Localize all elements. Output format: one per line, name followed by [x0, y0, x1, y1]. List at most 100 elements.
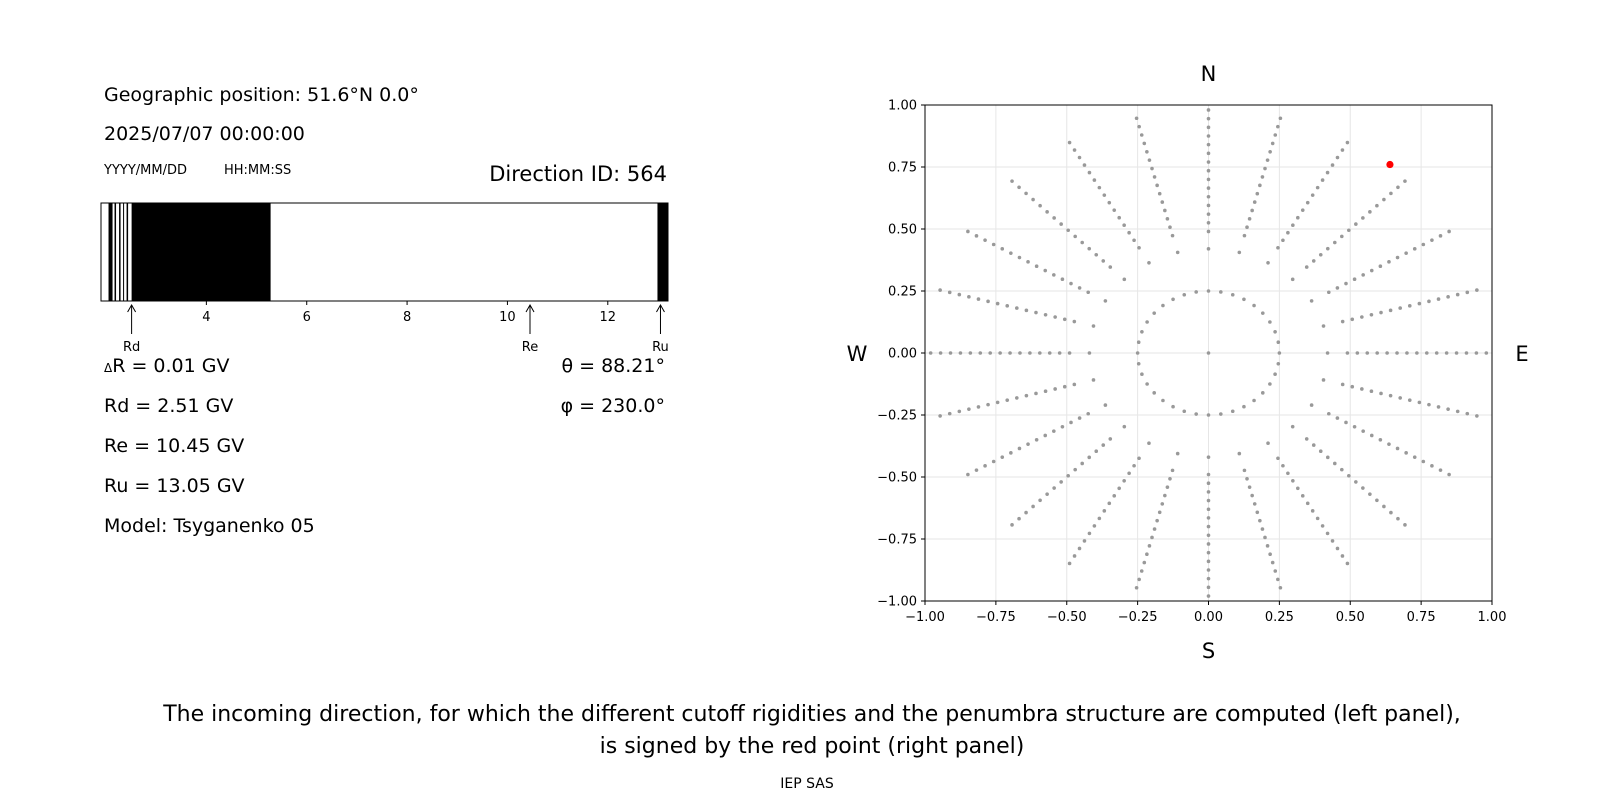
grid-point — [1053, 387, 1057, 391]
grid-point — [1325, 531, 1330, 536]
grid-point — [978, 351, 983, 355]
grid-point — [1304, 437, 1309, 441]
grid-point — [1266, 260, 1270, 265]
grid-point — [1318, 449, 1323, 454]
rd-value: Rd = 2.51 GV — [104, 395, 234, 417]
grid-point — [1066, 473, 1070, 478]
grid-point — [1015, 306, 1019, 310]
delta-r: ΔR = 0.01 GV — [104, 357, 229, 376]
grid-point — [1291, 478, 1295, 483]
grid-point-center — [1206, 351, 1211, 355]
grid-point — [1258, 183, 1262, 188]
grid-point — [1206, 585, 1211, 590]
grid-point — [1277, 351, 1282, 355]
x-tick-label: 10 — [499, 310, 516, 325]
grid-point — [1305, 200, 1310, 205]
grid-point — [1281, 463, 1285, 468]
grid-point — [1107, 501, 1112, 506]
y-tick-label: 1.00 — [888, 99, 917, 114]
grid-point — [1355, 351, 1360, 355]
grid-point — [1276, 124, 1280, 129]
grid-point — [1273, 372, 1277, 377]
x-tick-label: 0.00 — [1194, 610, 1223, 625]
grid-point — [1206, 160, 1211, 164]
grid-point — [1077, 546, 1082, 551]
grid-point — [1465, 411, 1470, 416]
grid-point — [983, 464, 987, 468]
grid-point — [1387, 442, 1391, 446]
grid-point — [1252, 303, 1256, 308]
grid-point — [1325, 351, 1330, 355]
grid-point — [1034, 438, 1039, 442]
grid-point — [1266, 441, 1270, 446]
grid-point — [1038, 498, 1042, 503]
grid-point — [1206, 212, 1211, 216]
grid-point — [1140, 329, 1144, 334]
grid-point — [1340, 554, 1345, 558]
grid-point — [1300, 208, 1305, 212]
grid-point — [998, 351, 1002, 355]
grid-point — [1276, 456, 1280, 461]
grid-point — [1352, 424, 1357, 429]
grid-point — [1379, 310, 1383, 315]
grid-point — [1300, 494, 1305, 498]
forbidden-band — [123, 203, 125, 301]
grid-point — [974, 468, 979, 472]
x-tick-label: 0.50 — [1336, 610, 1365, 625]
grid-point — [1320, 524, 1325, 528]
grid-point — [1087, 531, 1092, 536]
grid-point — [1097, 516, 1102, 521]
grid-point — [1017, 516, 1021, 521]
grid-point — [1069, 420, 1073, 425]
grid-point — [1031, 504, 1035, 509]
grid-point — [1103, 403, 1108, 407]
forbidden-band — [108, 203, 113, 301]
grid-point — [1278, 585, 1283, 590]
grid-point — [1389, 510, 1393, 515]
selected-direction-point — [1386, 160, 1394, 169]
grid-point — [1108, 265, 1113, 269]
grid-point — [1034, 310, 1038, 315]
grid-point — [1034, 264, 1039, 269]
grid-point — [966, 472, 970, 477]
grid-point — [1152, 527, 1157, 531]
grid-point — [1182, 409, 1187, 414]
grid-point — [1417, 400, 1422, 405]
grid-point — [1361, 429, 1365, 433]
grid-point — [1015, 396, 1019, 400]
grid-point — [1206, 516, 1211, 520]
delta-symbol: Δ — [104, 361, 113, 375]
grid-point — [1206, 186, 1211, 190]
grid-point — [1403, 179, 1407, 183]
grid-point — [1163, 208, 1167, 213]
model-label: Model: Tsyganenko 05 — [104, 515, 315, 537]
grid-point — [1250, 208, 1254, 213]
y-tick-label: −0.25 — [877, 409, 917, 424]
grid-point — [1268, 552, 1272, 557]
grid-point — [986, 402, 990, 407]
grid-point — [1206, 481, 1211, 486]
compass-north: N — [1201, 62, 1217, 86]
grid-point — [1398, 306, 1402, 310]
grid-point — [1281, 238, 1285, 243]
grid-point — [1260, 391, 1265, 395]
grid-point — [1268, 149, 1272, 154]
grid-point — [1345, 140, 1350, 145]
geographic-position: Geographic position: 51.6°N 0.0° — [104, 84, 419, 106]
grid-point — [1265, 544, 1270, 548]
grid-point — [1161, 303, 1165, 308]
grid-point — [1395, 446, 1400, 451]
grid-point — [1389, 191, 1393, 196]
grid-point — [1157, 191, 1162, 196]
grid-point — [1206, 455, 1211, 459]
grid-point — [1092, 178, 1097, 182]
grid-point — [1403, 523, 1407, 527]
grid-point — [1086, 411, 1090, 416]
grid-point — [1139, 133, 1144, 137]
grid-point — [1242, 297, 1246, 302]
grid-point — [1436, 297, 1441, 301]
grid-point — [1026, 442, 1030, 446]
grid-point — [1255, 510, 1260, 515]
grid-point — [1446, 407, 1450, 411]
marker-label-re: Re — [522, 340, 538, 355]
